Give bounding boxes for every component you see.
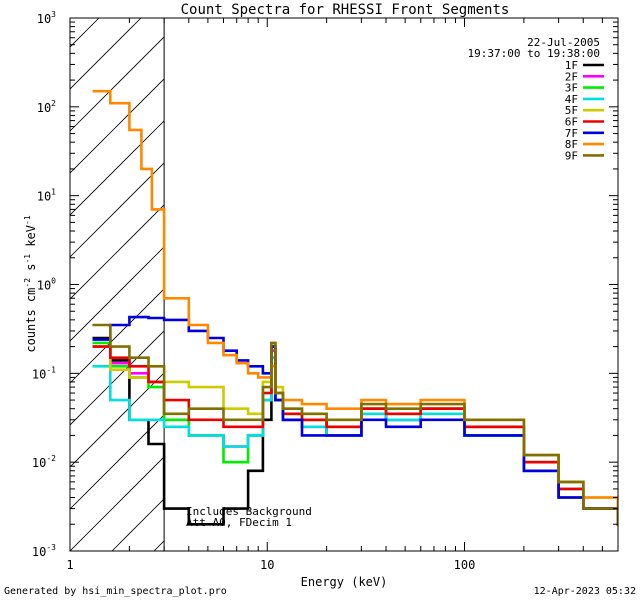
chart-time-range: 19:37:00 to 19:38:00 — [468, 47, 600, 60]
footer-generated-by: Generated by hsi_min_spectra_plot.pro — [4, 586, 227, 597]
x-tick-label: 10 — [260, 558, 274, 572]
y-tick-label-base: 10 — [37, 279, 51, 293]
spectra-series-group — [92, 89, 618, 526]
hatch-line — [70, 246, 165, 342]
y-tick-label-base: 10 — [32, 545, 46, 559]
legend-label-9f: 9F — [565, 149, 578, 162]
y-tick-label-base: 10 — [37, 12, 51, 26]
y-tick-label: 10-3 — [32, 543, 56, 559]
chart-date: 22-Jul-2005 — [527, 36, 600, 49]
hatch-line — [70, 78, 165, 174]
y-tick-label-base: 10 — [32, 456, 46, 470]
legend-label-1f: 1F — [565, 59, 578, 72]
legend-label-6f: 6F — [565, 116, 578, 129]
y-tick-label-base: 10 — [37, 190, 51, 204]
legend-label-7f: 7F — [565, 127, 578, 140]
y-axis-label-exp-3: -1 — [23, 215, 32, 225]
y-tick-label-exp: 0 — [51, 277, 56, 286]
y-tick-label-exp: 3 — [51, 10, 56, 19]
hatch-line — [238, 18, 640, 551]
y-tick-label: 10-2 — [32, 454, 56, 470]
chart-title: Count Spectra for RHESSI Front Segments — [181, 2, 510, 18]
legend-label-8f: 8F — [565, 138, 578, 151]
x-axis-label: Energy (keV) — [301, 575, 388, 589]
legend-label-4f: 4F — [565, 93, 578, 106]
y-axis-label-base: counts cm — [24, 288, 38, 353]
hatch-line — [70, 204, 165, 300]
y-axis-label-unit: keV — [24, 225, 38, 254]
hatch-line — [111, 498, 165, 551]
series-9f — [92, 323, 618, 526]
y-tick-label: 102 — [37, 99, 56, 115]
hatch-line — [616, 18, 640, 551]
y-axis-label-mid: s — [24, 264, 38, 278]
y-tick-label: 10-1 — [32, 365, 56, 381]
legend-label-3f: 3F — [565, 82, 578, 95]
series-1f — [92, 336, 618, 526]
series-5f — [92, 341, 618, 526]
axis-ticks — [69, 17, 619, 552]
y-tick-label-base: 10 — [32, 367, 46, 381]
y-tick-label-exp: -3 — [46, 543, 56, 552]
y-tick-label-exp: 1 — [51, 188, 56, 197]
legend-label-5f: 5F — [565, 104, 578, 117]
y-axis-label: counts cm-2 s-1 keV-1 — [23, 215, 38, 352]
footer-timestamp: 12-Apr-2023 05:32 — [534, 586, 636, 597]
hatch-line — [70, 288, 165, 384]
x-tick-label: 100 — [454, 558, 476, 572]
y-axis-label-exp-2: -1 — [23, 254, 32, 264]
legend-label-2f: 2F — [565, 70, 578, 83]
x-tick-labels: 1 10 100 — [66, 558, 475, 572]
y-tick-label-exp: -2 — [46, 454, 56, 463]
y-tick-label-base: 10 — [37, 101, 51, 115]
y-tick-label-exp: -1 — [46, 365, 56, 374]
x-tick-label: 1 — [66, 558, 73, 572]
hatch-line — [70, 456, 165, 551]
hatch-line — [70, 36, 165, 132]
annotation-attenuator: Att A0, FDecim 1 — [186, 516, 292, 529]
series-8f — [92, 89, 618, 526]
y-axis-label-exp-1: -2 — [23, 278, 32, 288]
series-3f — [92, 341, 618, 526]
y-tick-label-exp: 2 — [51, 99, 56, 108]
y-tick-label: 103 — [37, 10, 56, 26]
hatch-line — [70, 414, 165, 510]
y-tick-label: 100 — [37, 277, 56, 293]
annotation-background: Includes Background — [186, 505, 312, 518]
y-tick-label: 101 — [37, 188, 56, 204]
